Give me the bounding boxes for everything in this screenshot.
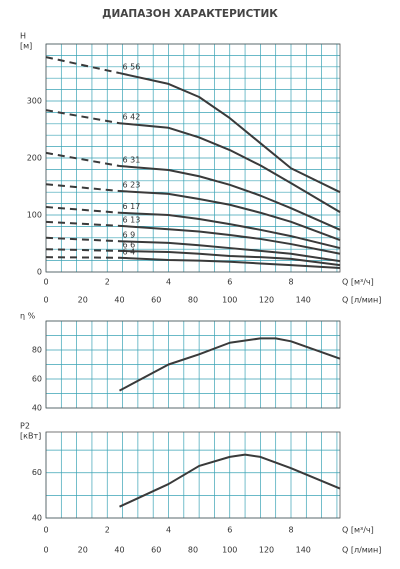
series-line [119,224,341,255]
series-line-dashed [45,256,120,259]
y-axis-unit: [м] [20,42,32,51]
series-line [119,249,341,267]
x2-tick-label: 100 [222,296,237,305]
series-label: 6 9 [123,231,136,240]
x-tick-label: 6 [227,278,232,287]
y-tick-label: 0 [37,268,42,277]
series-line [119,164,341,231]
series-line-dashed [45,151,120,167]
series-line [119,453,341,508]
x2-tick-label: 40 [114,296,124,305]
series-line [119,72,341,194]
y-axis-label: H [20,32,26,41]
y-axis-label: P2 [20,422,30,431]
y-tick-label: 60 [32,468,42,477]
x2-tick-label: 140 [296,546,311,555]
series-line [119,337,341,392]
x-tick-label: 2 [105,278,110,287]
series-label: 6 4 [123,247,136,256]
x2-tick-label: 80 [188,296,198,305]
x2-tick-label: 0 [43,546,48,555]
series-line-dashed [45,109,120,125]
series-label: 6 23 [123,181,141,190]
x2-tick-label: 0 [43,296,48,305]
y-tick-label: 300 [27,97,42,106]
series-line-dashed [45,206,120,214]
x2-tick-label: 60 [151,296,161,305]
x2-axis-label: Q [л/мин] [342,296,381,305]
x-tick-label: 0 [43,278,48,287]
x-tick-label: 2 [105,526,110,535]
series-line [119,190,341,242]
x2-tick-label: 20 [78,546,88,555]
x-axis-label: Q [м³/ч] [342,278,374,287]
plot-frame [45,431,341,519]
x-tick-label: 8 [288,278,293,287]
series-line-dashed [45,183,120,193]
x-tick-label: 6 [227,526,232,535]
chart-title: ДИАПАЗОН ХАРАКТЕРИСТИК [102,8,278,20]
x2-axis-label: Q [л/мин] [342,546,381,555]
series-line [119,240,341,263]
series-line [119,211,341,250]
series-line-dashed [45,236,120,243]
y-tick-label: 60 [32,375,42,384]
y-axis-label: η % [20,312,36,321]
x2-tick-label: 120 [259,546,274,555]
series-label: 6 17 [123,202,141,211]
x-tick-label: 0 [43,526,48,535]
plot-frame [45,320,341,409]
series-label: 6 6 [123,240,136,249]
series-label: 6 56 [123,63,141,72]
series-line [119,256,341,270]
series-line-dashed [45,56,120,75]
y-tick-label: 80 [32,346,42,355]
x2-tick-label: 100 [222,546,237,555]
x-axis-label: Q [м³/ч] [342,526,374,535]
x2-tick-label: 80 [188,546,198,555]
y-tick-label: 40 [32,404,42,413]
x-tick-label: 8 [288,526,293,535]
y-tick-label: 100 [27,211,42,220]
series-line-dashed [45,248,120,252]
series-label: 6 13 [123,215,141,224]
x2-tick-label: 40 [114,546,124,555]
y-axis-unit: [кВт] [20,432,41,441]
x2-tick-label: 60 [151,546,161,555]
series-line-dashed [45,220,120,227]
series-label: 6 31 [123,155,141,164]
y-tick-label: 200 [27,154,42,163]
x-tick-label: 4 [166,278,171,287]
y-tick-label: 40 [32,514,42,523]
plot-frame [45,43,341,273]
series-line [119,122,341,214]
x2-tick-label: 140 [296,296,311,305]
x-tick-label: 4 [166,526,171,535]
series-label: 6 42 [123,113,141,122]
x2-tick-label: 20 [78,296,88,305]
x2-tick-label: 120 [259,296,274,305]
